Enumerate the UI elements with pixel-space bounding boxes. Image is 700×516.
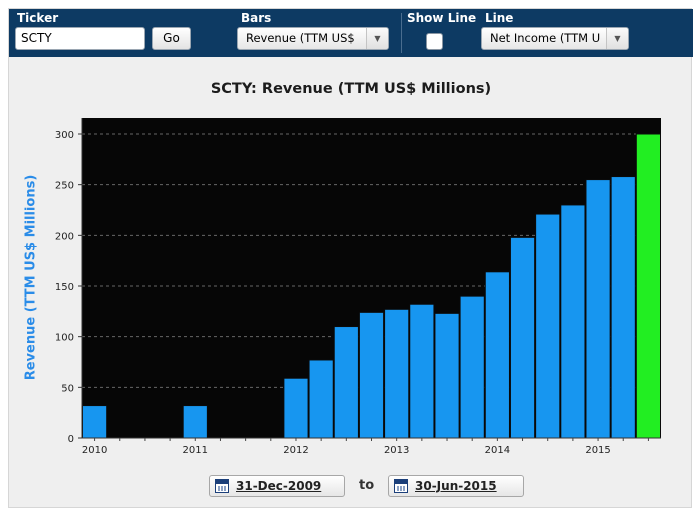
y-tick-label: 200 [55,231,74,242]
bar [484,271,510,439]
bar [182,405,208,439]
bars-select[interactable]: Revenue (TTM US$ ▼ [237,27,389,50]
line-select[interactable]: Net Income (TTM U ▼ [481,27,629,50]
ticker-input[interactable]: SCTY [15,27,145,50]
x-tick-label: 2013 [384,445,409,456]
bar [384,308,410,439]
y-tick-label: 250 [55,181,74,192]
bars-select-value: Revenue (TTM US$ [246,31,355,45]
go-button[interactable]: Go [152,27,191,50]
bar [409,303,435,439]
bar [459,295,485,439]
line-label: Line [485,11,514,25]
y-tick-label: 100 [55,333,74,344]
revenue-bar-chart: 0 50 100 150 200 250 300 2010 2011 2012 2013 2014 20… [55,118,662,456]
calendar-icon [394,479,408,493]
x-tick-label: 2014 [485,445,510,456]
bar [82,405,108,439]
bar [585,179,611,439]
bar [535,213,561,439]
bar [358,311,385,439]
to-label: to [359,478,375,493]
bar [509,236,536,439]
x-tick-label: 2010 [82,445,107,456]
bar [333,326,359,439]
x-tick-label: 2011 [183,445,208,456]
x-tick-label: 2012 [283,445,308,456]
bar [283,377,309,439]
start-date-text: 31-Dec-2009 [236,479,322,493]
y-tick-label: 0 [68,434,74,445]
bar [434,312,460,439]
chart-title: SCTY: Revenue (TTM US$ Millions) [210,81,492,97]
ticker-label: Ticker [17,11,59,25]
show-line-checkbox[interactable] [426,33,443,50]
y-tick-label: 150 [55,282,74,293]
calendar-icon [215,479,229,493]
bar [610,176,636,439]
y-tick-label: 300 [55,130,74,141]
x-tick-label: 2015 [585,445,610,456]
toolbar-divider [401,13,402,53]
bar [635,133,662,439]
y-tick-label: 50 [61,383,74,394]
chevron-down-icon: ▼ [366,28,388,49]
bar [308,359,334,439]
app-frame: Ticker SCTY Go Bars Revenue (TTM US$ ▼ S… [8,8,693,508]
line-select-value: Net Income (TTM U [490,31,601,45]
bars-label: Bars [241,11,272,25]
toolbar: Ticker SCTY Go Bars Revenue (TTM US$ ▼ S… [9,9,693,57]
bar [560,204,586,439]
show-line-label: Show Line [407,11,477,25]
start-date-button[interactable]: 31-Dec-2009 [209,475,345,497]
chevron-down-icon: ▼ [606,28,628,49]
end-date-text: 30-Jun-2015 [415,479,497,493]
end-date-button[interactable]: 30-Jun-2015 [388,475,524,497]
